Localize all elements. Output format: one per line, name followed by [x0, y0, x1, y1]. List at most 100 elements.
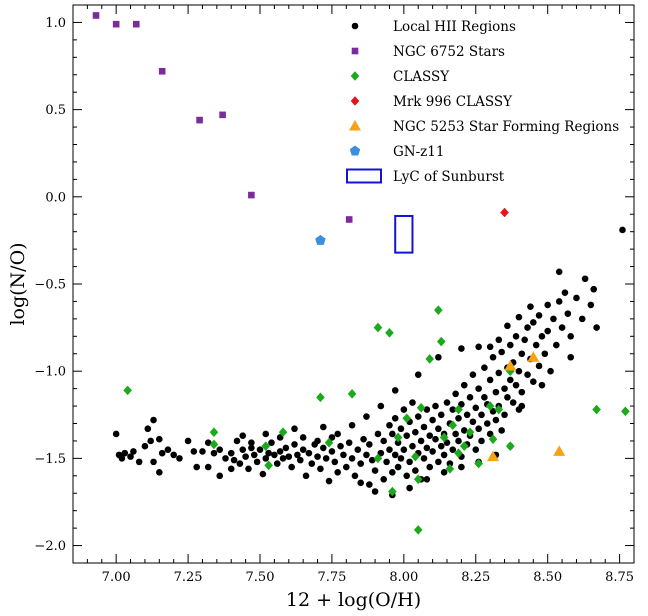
data-point — [472, 404, 480, 412]
data-point — [394, 439, 402, 446]
data-point — [492, 416, 500, 424]
legend-marker — [350, 71, 360, 81]
data-point — [524, 371, 531, 378]
data-point — [436, 336, 446, 347]
data-point — [440, 469, 448, 476]
data-point — [394, 463, 402, 471]
data-point — [411, 451, 420, 462]
data-point — [567, 353, 575, 361]
x-tick-label: 8.00 — [389, 570, 418, 585]
data-point — [432, 435, 439, 443]
data-point — [388, 486, 397, 497]
plot-frame — [72, 4, 635, 564]
data-point — [253, 458, 261, 466]
data-point — [409, 442, 416, 450]
data-point — [590, 285, 598, 293]
data-point — [483, 420, 491, 427]
data-point — [112, 430, 120, 438]
data-point — [409, 399, 416, 406]
data-point — [448, 420, 458, 431]
data-point — [385, 328, 394, 338]
data-point — [366, 481, 373, 488]
data-point — [351, 472, 359, 480]
data-point — [170, 451, 177, 459]
data-point — [366, 441, 373, 448]
data-point — [474, 458, 483, 469]
legend-item: CLASSY — [350, 69, 450, 85]
data-point — [216, 446, 224, 453]
legend: Local HII Regions NGC 6752 Stars CLASSY Mrk… — [346, 19, 619, 185]
data-point — [592, 404, 601, 415]
sunburst-box — [394, 214, 414, 254]
data-point — [475, 343, 482, 351]
data-point — [150, 458, 157, 466]
data-point — [518, 388, 526, 396]
data-point — [322, 455, 330, 462]
data-point — [437, 442, 445, 450]
legend-marker — [351, 22, 359, 30]
data-point — [337, 442, 344, 450]
data-point — [209, 427, 219, 438]
series-3 — [500, 207, 509, 218]
data-point — [423, 444, 431, 452]
legend-item: Mrk 996 CLASSY — [350, 94, 513, 110]
data-point — [130, 448, 137, 455]
legend-label: NGC 6752 Stars — [393, 44, 505, 60]
data-point — [227, 465, 235, 473]
data-point — [449, 406, 457, 413]
data-point — [389, 430, 396, 438]
data-point — [541, 350, 549, 358]
data-point — [435, 353, 442, 361]
data-point — [210, 449, 218, 457]
x-tick-label: 8.25 — [461, 570, 490, 585]
data-point — [406, 484, 413, 492]
data-point — [472, 446, 480, 453]
data-point — [285, 453, 293, 460]
data-point — [156, 435, 163, 443]
data-point — [452, 430, 459, 438]
legend-label: NGC 5253 Star Forming Regions — [393, 119, 619, 135]
data-point — [360, 435, 367, 443]
data-point — [250, 451, 258, 459]
data-point — [233, 437, 241, 445]
data-point — [245, 465, 252, 473]
data-point — [446, 460, 454, 467]
data-point — [340, 451, 347, 459]
data-point — [400, 446, 408, 453]
x-axis-label: 12 + log(O/H) — [286, 589, 421, 611]
data-point — [564, 310, 572, 317]
data-point — [530, 319, 537, 326]
data-point — [501, 411, 508, 419]
data-point — [371, 488, 379, 495]
data-point — [459, 441, 469, 451]
data-point — [412, 467, 419, 474]
legend-marker — [350, 96, 360, 106]
data-point — [276, 434, 284, 441]
data-point — [345, 439, 353, 446]
data-point — [535, 312, 543, 319]
data-point — [504, 322, 511, 330]
legend-item: NGC 6752 Stars — [351, 44, 505, 60]
data-point — [288, 463, 295, 471]
data-point — [357, 479, 364, 487]
data-point — [475, 425, 482, 433]
data-point — [391, 451, 399, 459]
data-point — [92, 12, 100, 19]
data-point — [492, 388, 500, 396]
data-point — [242, 453, 249, 460]
data-point — [425, 354, 435, 364]
data-point — [209, 439, 219, 450]
data-point — [374, 430, 382, 438]
data-point — [319, 423, 327, 431]
data-point — [553, 445, 566, 456]
data-point — [150, 416, 157, 424]
data-point — [469, 418, 477, 426]
data-point — [222, 455, 229, 462]
data-point — [276, 448, 284, 455]
data-point — [512, 333, 520, 340]
data-point — [593, 324, 600, 331]
data-point — [291, 441, 298, 448]
data-point — [463, 411, 471, 419]
data-point — [324, 437, 334, 448]
